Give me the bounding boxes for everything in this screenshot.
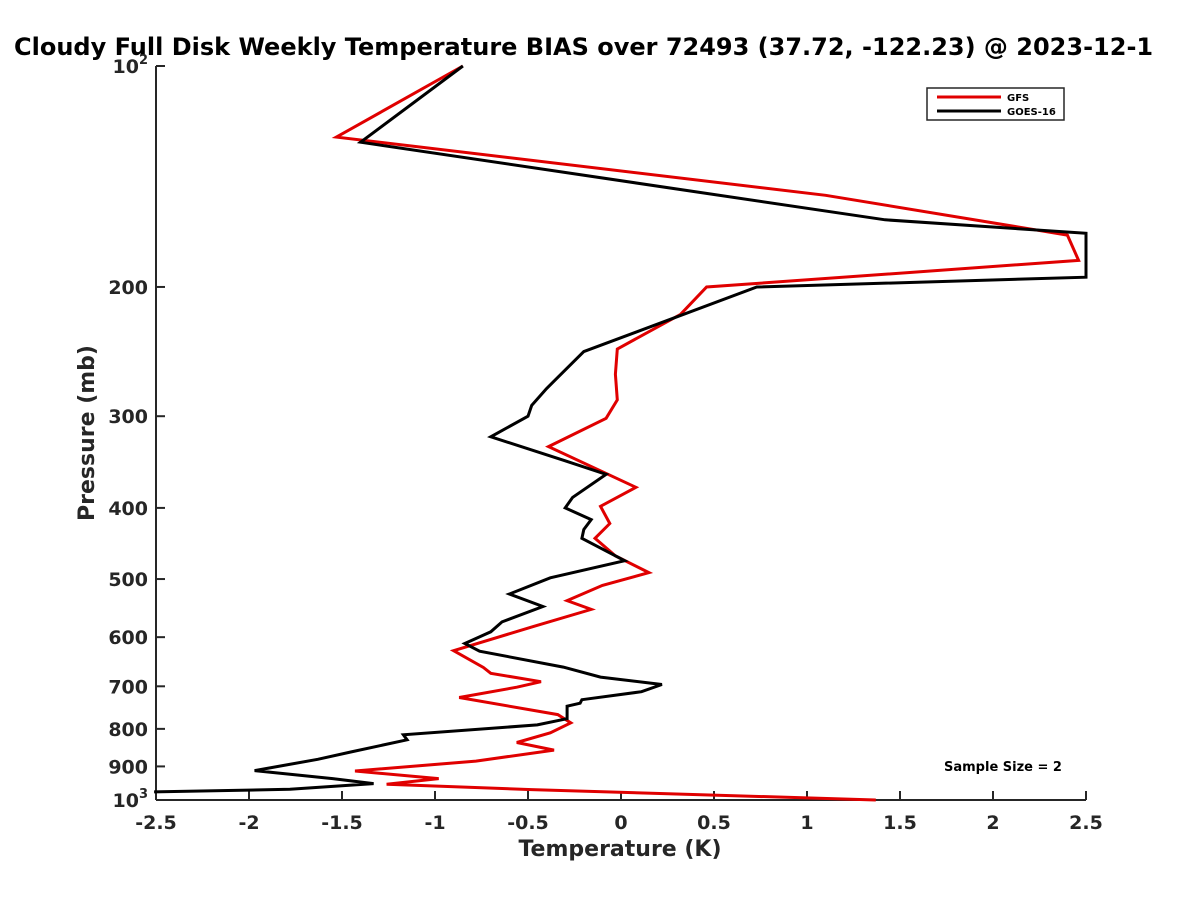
x-tick-label: 0	[614, 812, 627, 834]
plot-lines	[154, 64, 1088, 802]
x-tick-label: -1.5	[321, 812, 363, 834]
legend-box	[926, 87, 1065, 121]
x-tick-label: -0.5	[507, 812, 549, 834]
y-tick-label: 102	[113, 53, 149, 78]
x-axis-label: Temperature (K)	[518, 837, 721, 862]
y-tick-label: 600	[108, 627, 148, 649]
y-tick-label: 700	[108, 676, 148, 698]
y-tick-label: 500	[108, 569, 148, 591]
legend-label: GFS	[1007, 93, 1029, 104]
y-axis-label: Pressure (mb)	[75, 345, 100, 521]
x-tick-label: 1	[800, 812, 813, 834]
axes: -2.5 -2 -1.5 -1 -0.5 0 0.5 1 1.5 2 2.5 102 200 300 400…	[108, 53, 1103, 834]
y-tick-label: 400	[108, 498, 148, 520]
x-tick-label: 2	[986, 812, 999, 834]
x-tick-label: -1	[424, 812, 445, 834]
x-tick-label: 1.5	[883, 812, 917, 834]
y-tick-label: 300	[108, 406, 148, 428]
y-tick-label: 900	[108, 756, 148, 778]
series-line-goes-16	[154, 64, 1088, 794]
x-tick-label: -2.5	[135, 812, 177, 834]
series-line-gfs	[331, 64, 1081, 802]
y-tick-label: 103	[113, 787, 149, 812]
legend-label: GOES-16	[1007, 107, 1056, 118]
y-tick-label: 800	[108, 719, 148, 741]
sample-size-annotation: Sample Size = 2	[944, 760, 1062, 775]
y-tick-label: 200	[108, 277, 148, 299]
legend: GFS GOES-16	[926, 87, 1065, 121]
x-tick-label: 0.5	[697, 812, 731, 834]
chart-title: Cloudy Full Disk Weekly Temperature BIAS…	[14, 33, 1153, 61]
x-tick-label: 2.5	[1069, 812, 1103, 834]
x-tick-label: -2	[238, 812, 259, 834]
